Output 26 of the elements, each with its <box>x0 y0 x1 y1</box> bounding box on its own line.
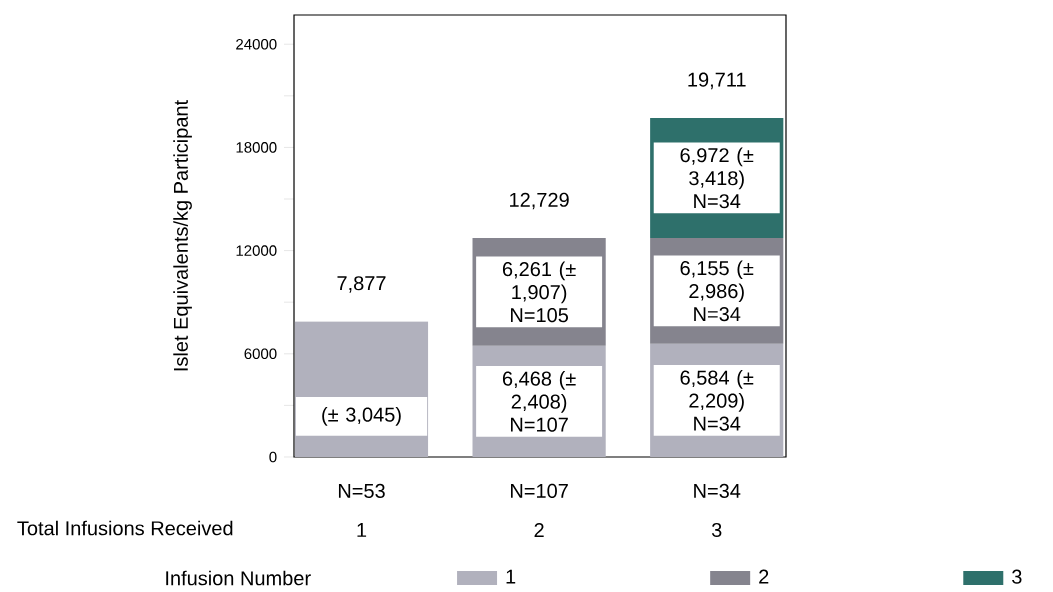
y-tick-label: 6000 <box>244 348 277 360</box>
data-label: 6,584 (± 2,209) N=34 <box>680 370 754 431</box>
x-tick-label: N=34 <box>694 483 741 499</box>
legend-label: 2 <box>759 569 769 584</box>
text: 2 <box>534 523 544 537</box>
y-tick-label: 24000 <box>236 38 277 50</box>
x-tick-label: N=53 <box>338 483 385 499</box>
legend-label: 3 <box>1012 569 1022 584</box>
total-label: 19,711 <box>688 72 746 90</box>
x-axis-title: Total Infusions Received <box>17 520 233 536</box>
y-tick-label: 0 <box>269 451 277 463</box>
text: 3 <box>711 522 722 538</box>
total-label: 7,877 <box>337 276 386 293</box>
x-tick-label: N=107 <box>511 483 568 499</box>
total-label: 12,729 <box>510 192 569 210</box>
data-label: 6,468 (± 2,408) N=107 <box>502 371 576 432</box>
legend-title: Infusion Number <box>166 570 311 586</box>
data-label: 6,972 (± 3,418) N=34 <box>680 147 754 209</box>
data-label: 6,261 (± 1,907) N=105 <box>502 261 576 323</box>
data-label: 6,155 (± 2,986) N=34 <box>680 260 754 322</box>
text: 1 <box>357 523 367 537</box>
y-axis-title: Islet Equivalents/kg Participant <box>173 100 192 371</box>
annotation: (± 3,045) <box>322 407 401 426</box>
legend-label: 1 <box>506 569 516 584</box>
y-tick-label: 18000 <box>236 142 277 153</box>
y-tick-label: 12000 <box>236 245 277 256</box>
